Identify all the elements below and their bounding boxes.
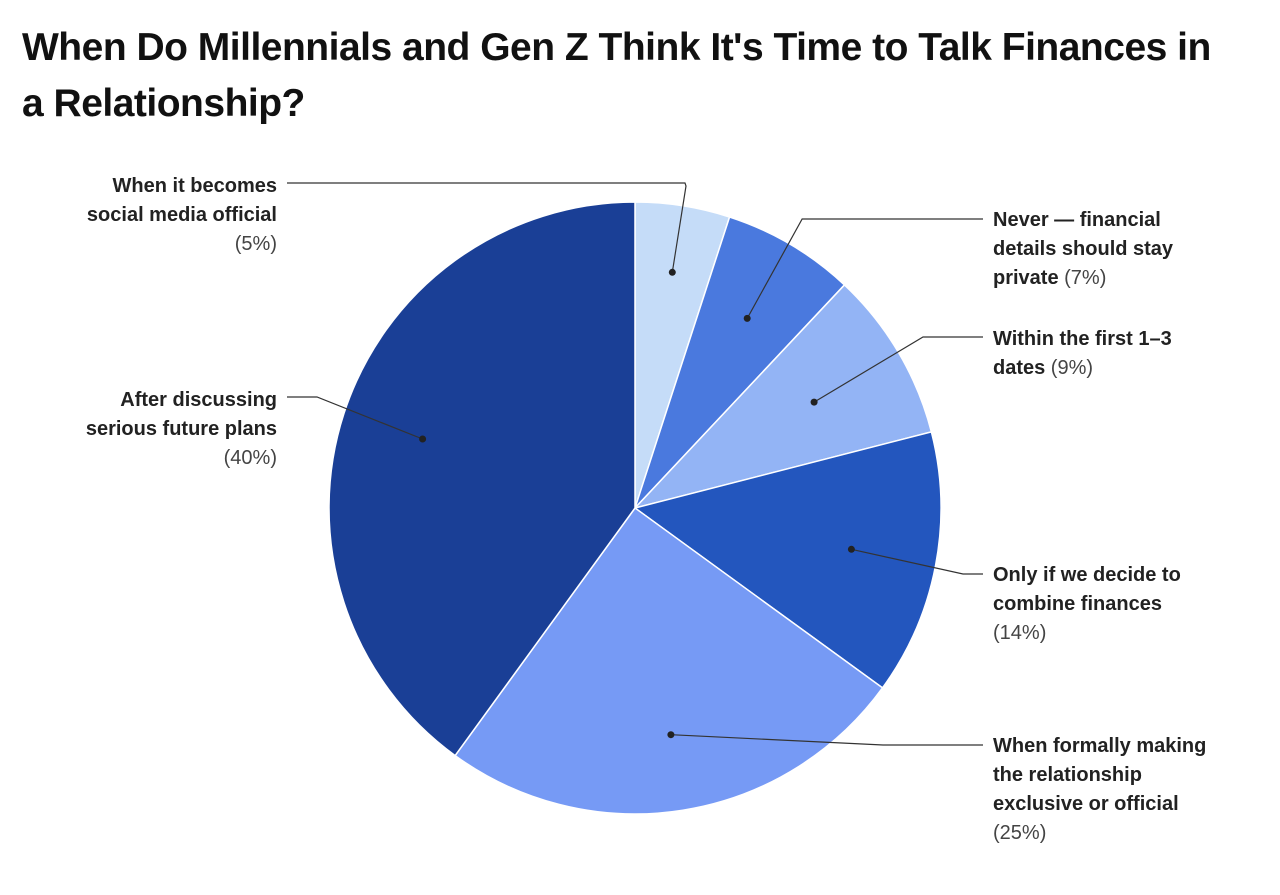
slice-label-line: When formally making [993,735,1206,757]
slice-label-line: the relationship [993,764,1142,786]
pie-slices [328,201,942,815]
leader-dot [810,398,818,406]
slice-label-line: serious future plans [86,418,277,440]
leader-line [287,396,423,440]
slice-labels: When it becomes social media official (5%)… [86,175,1207,844]
slice-label-line: social media official [87,204,277,226]
slice-label-line: exclusive or official [993,793,1179,815]
slice-label-line: Only if we decide to [993,564,1181,586]
slice-label: After discussing serious future plans (40%… [86,389,277,469]
leader-dot [419,435,427,443]
slice-value-label: (9%) [1045,357,1093,379]
pie-slice [328,201,636,757]
leader-dot [667,731,675,739]
leader-lines [287,182,983,746]
leader-dot [668,268,676,276]
slice-value-label: (40%) [224,447,277,469]
slice-label-line: When it becomes [113,175,277,197]
leader-dot [743,314,751,322]
pie-slice [634,216,846,509]
slice-label-line: Within the first 1–3 [993,328,1172,350]
slice-label: When formally making the relationship excl… [993,735,1206,844]
slice-label-line: dates [993,357,1045,379]
slice-label-line: private [993,267,1059,289]
slice-label: When it becomes social media official (5%) [87,175,277,255]
slice-value-label: (5%) [235,233,277,255]
slice-label-line: details should stay [993,238,1174,260]
slice-value-label: (14%) [993,622,1046,644]
slice-label-line: combine finances [993,593,1162,615]
slice-label: Only if we decide to combine finances (14%… [993,564,1181,644]
leader-line [746,218,983,319]
leader-line [287,182,687,273]
slice-label: Within the first 1–3 dates (9%) [993,328,1172,379]
slice-value-label: (7%) [1059,267,1107,289]
leader-line [851,548,983,575]
leader-line [813,336,983,403]
slice-label: Never — financial details should stay priv… [993,209,1174,289]
pie-slice [633,430,942,689]
slice-label-line: Never — financial [993,209,1161,231]
pie-slice [454,506,884,815]
chart-title: When Do Millennials and Gen Z Think It's… [22,26,1211,125]
leader-dot [847,545,855,553]
slice-label-line: After discussing [120,389,277,411]
leader-line [670,734,983,746]
slice-value-label: (25%) [993,822,1046,844]
